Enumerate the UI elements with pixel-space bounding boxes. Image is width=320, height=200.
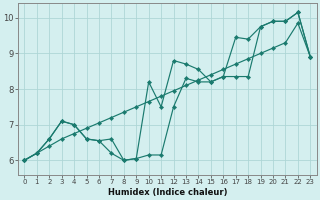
X-axis label: Humidex (Indice chaleur): Humidex (Indice chaleur) — [108, 188, 227, 197]
